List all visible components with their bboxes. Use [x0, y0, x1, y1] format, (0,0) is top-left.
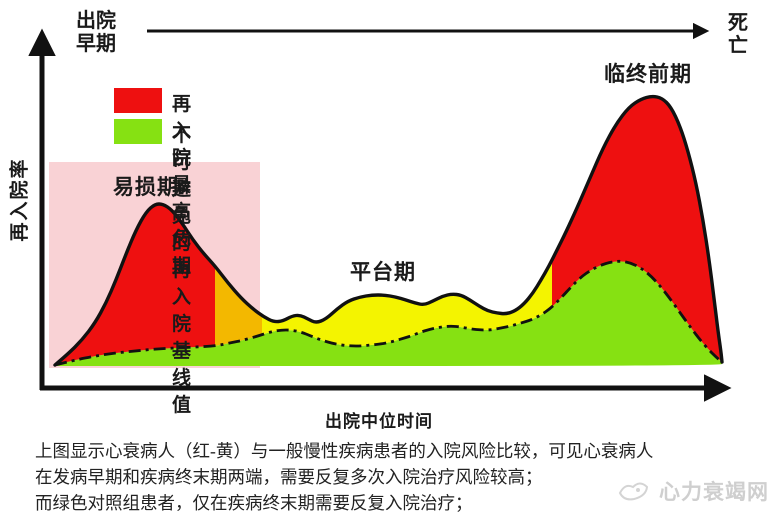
legend-swatch-red [114, 88, 162, 113]
plateau-period-label: 平台期 [350, 261, 416, 284]
preterminal-period-label: 临终前期 [604, 63, 692, 86]
discharge-early-label: 出院 早期 [76, 10, 116, 55]
watermark: 心力衰竭网 [617, 476, 769, 506]
caption-line-3: 而绿色对照组患者，仅在疾病终末期需要反复入院治疗； [35, 493, 473, 513]
death-label: 死 亡 [728, 12, 748, 57]
legend-label-green: 不可避免的再入院基线值 [172, 125, 193, 416]
caption-line-2: 在发病早期和疾病终末期两端，需要反复多次入院治疗风险较高； [35, 467, 543, 487]
hf-curve [53, 94, 724, 367]
y-axis-label: 再入院率 [9, 157, 31, 242]
watermark-text: 心力衰竭网 [659, 481, 769, 504]
green-baseline-area [55, 261, 722, 366]
legend-swatch-green [114, 119, 162, 144]
gold-transition-area [215, 266, 262, 346]
yellow-plateau-area [262, 259, 552, 346]
red-terminal-peak-area [552, 96, 722, 361]
heart-failure-site-logo-icon [618, 482, 649, 501]
caption: 上图显示心衰病人（红-黄）与一般慢性疾病患者的入院风险比较，可见心衰病人 在发病… [35, 438, 755, 516]
x-axis-label: 出院中位时间 [325, 412, 433, 431]
legend-label-red: 再入院最高危期 [172, 94, 193, 277]
caption-line-1: 上图显示心衰病人（红-黄）与一般慢性疾病患者的入院风险比较，可见心衰病人 [35, 441, 654, 461]
baseline-curve [54, 259, 723, 367]
vulnerable-period-label: 易损期 [113, 176, 179, 199]
